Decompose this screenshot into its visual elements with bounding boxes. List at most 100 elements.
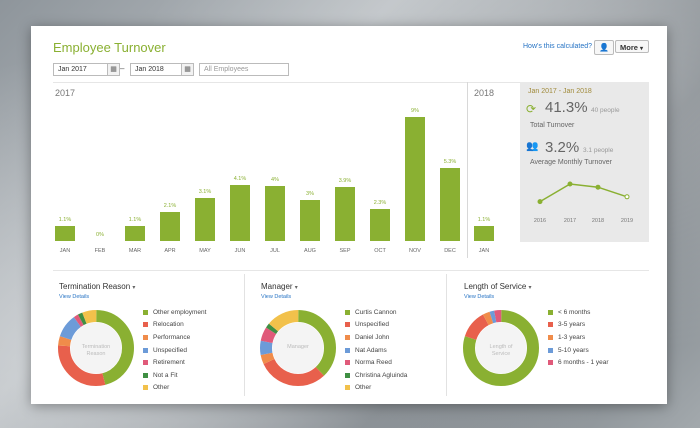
- legend-label: Other: [153, 384, 170, 392]
- bar-value-label: 4%: [271, 176, 279, 183]
- summary-panel: Jan 2017 - Jan 2018 ⟳ 41.3% 40 people To…: [520, 82, 649, 242]
- chevron-down-icon: ▾: [132, 285, 136, 291]
- legend-item[interactable]: 3-5 years: [548, 319, 609, 332]
- view-details-link[interactable]: View Details: [59, 294, 90, 300]
- donut-segment[interactable]: [463, 310, 539, 386]
- donut-segment[interactable]: [260, 310, 336, 386]
- legend-item[interactable]: 5-10 years: [548, 344, 609, 357]
- donut-segment[interactable]: [463, 310, 539, 386]
- legend-swatch: [345, 372, 350, 378]
- view-details-link[interactable]: View Details: [464, 294, 495, 300]
- avg-turnover-label: Average Monthly Turnover: [530, 159, 612, 166]
- legend-label: Other employment: [153, 308, 207, 316]
- bar[interactable]: [300, 199, 320, 241]
- legend-swatch: [143, 309, 148, 315]
- year-label-2017: 2017: [55, 88, 76, 98]
- bar[interactable]: [474, 225, 494, 241]
- bar[interactable]: [160, 212, 180, 241]
- bar[interactable]: [405, 117, 425, 241]
- more-button[interactable]: More ▾: [615, 40, 649, 53]
- legend-item[interactable]: 1-3 years: [548, 331, 609, 344]
- month-label: AUG: [304, 248, 316, 254]
- add-user-button[interactable]: 👤: [594, 40, 614, 55]
- trend-year-label: 2019: [621, 218, 633, 224]
- legend-item[interactable]: Retirement: [143, 356, 206, 369]
- donut-center-label: Length of Service: [489, 344, 513, 357]
- legend-item[interactable]: Curtis Cannon: [345, 306, 407, 319]
- employees-filter[interactable]: All Employees: [199, 63, 289, 76]
- legend-item[interactable]: Unspecified: [143, 344, 206, 357]
- legend-swatch: [345, 322, 350, 328]
- donut-segment[interactable]: [58, 310, 134, 386]
- donut-center: [70, 322, 122, 374]
- bar[interactable]: [440, 167, 460, 241]
- bar-value-label: 9%: [411, 108, 419, 114]
- panel-title[interactable]: Manager ▾: [261, 282, 298, 291]
- legend-item[interactable]: Norma Reed: [345, 356, 407, 369]
- how-calculated-link[interactable]: How's this calculated?: [523, 43, 593, 50]
- bar[interactable]: [265, 185, 285, 241]
- trend-year-label: 2016: [534, 218, 546, 224]
- legend-item[interactable]: Other: [345, 382, 407, 395]
- legend-item[interactable]: Other: [143, 382, 206, 395]
- date-range-dash: –: [120, 64, 125, 73]
- page-title: Employee Turnover: [53, 40, 166, 55]
- legend-label: Not a Fit: [153, 371, 178, 379]
- legend-item[interactable]: Other employment: [143, 306, 206, 319]
- legend-label: Curtis Cannon: [355, 308, 397, 316]
- trend-point: [624, 194, 630, 200]
- people-icon: 👥: [526, 141, 539, 152]
- legend-swatch: [345, 334, 350, 340]
- month-label: NOV: [409, 248, 421, 254]
- legend-label: Retirement: [153, 359, 185, 367]
- donut-segment[interactable]: [260, 310, 336, 386]
- bar[interactable]: [55, 225, 75, 241]
- bar[interactable]: [125, 225, 145, 241]
- bar[interactable]: [335, 187, 355, 241]
- legend-item[interactable]: 6 months - 1 year: [548, 356, 609, 369]
- legend-item[interactable]: Relocation: [143, 319, 206, 332]
- legend-label: Performance: [153, 333, 191, 341]
- trend-point: [537, 199, 543, 205]
- donut-segment[interactable]: [260, 310, 336, 386]
- legend-swatch: [548, 334, 553, 340]
- donut-segment[interactable]: [58, 310, 134, 386]
- total-turnover-pct: 41.3%: [545, 99, 588, 116]
- donut-segment[interactable]: [260, 310, 336, 386]
- month-label: DEC: [444, 248, 456, 254]
- end-date-field[interactable]: Jan 2018: [130, 63, 182, 76]
- summary-range: Jan 2017 - Jan 2018: [528, 88, 592, 95]
- donut-center-label: Manager: [287, 344, 309, 350]
- panel-title[interactable]: Termination Reason ▾: [59, 282, 136, 291]
- legend-label: Unspecified: [355, 321, 389, 329]
- bar[interactable]: [370, 209, 390, 241]
- turnover-cycle-icon: ⟳: [526, 102, 537, 116]
- bar[interactable]: [195, 198, 215, 241]
- legend-label: Daniel John: [355, 333, 390, 341]
- calendar-icon: ▦: [110, 66, 117, 73]
- legend-item[interactable]: Not a Fit: [143, 369, 206, 382]
- month-label: FEB: [94, 248, 106, 254]
- donut-legend: Other employment Relocation Performance Uns…: [143, 306, 206, 394]
- end-calendar-button[interactable]: ▦: [181, 63, 194, 76]
- legend-swatch: [548, 347, 553, 353]
- legend-item[interactable]: Performance: [143, 331, 206, 344]
- legend-item[interactable]: Unspecified: [345, 319, 407, 332]
- legend-swatch: [143, 347, 148, 353]
- legend-item[interactable]: Christina Agluinda: [345, 369, 407, 382]
- legend-item[interactable]: < 6 months: [548, 306, 609, 319]
- donut-segment[interactable]: [58, 310, 134, 386]
- view-details-link[interactable]: View Details: [261, 294, 292, 300]
- turnover-card: Employee Turnover How's this calculated?…: [31, 26, 667, 404]
- legend-item[interactable]: Nat Adams: [345, 344, 407, 357]
- legend-item[interactable]: Daniel John: [345, 331, 407, 344]
- chevron-down-icon: ▾: [294, 285, 298, 291]
- month-label: JUL: [270, 248, 280, 254]
- trend-year-label: 2018: [592, 218, 604, 224]
- chevron-down-icon: ▾: [640, 46, 644, 52]
- bar[interactable]: [230, 184, 250, 241]
- start-date-field[interactable]: Jan 2017: [53, 63, 108, 76]
- panel-title[interactable]: Length of Service ▾: [464, 282, 532, 291]
- start-calendar-button[interactable]: ▦: [107, 63, 120, 76]
- legend-swatch: [345, 385, 350, 391]
